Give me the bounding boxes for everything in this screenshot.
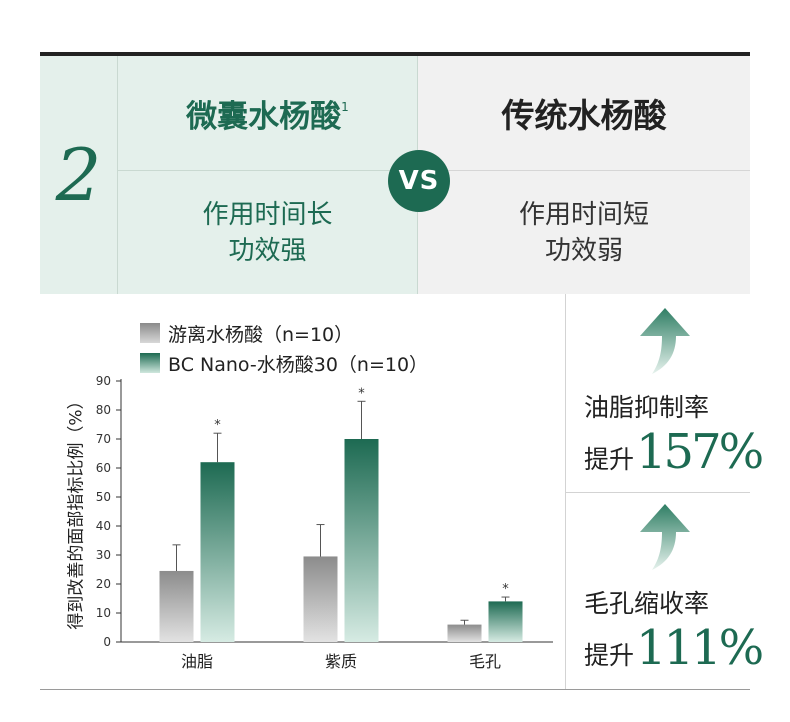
- y-tick-label: 20: [96, 577, 111, 591]
- legend-item-free-salicylic: 游离水杨酸（n=10）: [140, 318, 428, 348]
- significance-marker: *: [502, 582, 509, 597]
- legend-label-bc-nano: BC Nano-水杨酸30（n=10）: [168, 353, 429, 376]
- y-tick-label: 10: [96, 606, 111, 620]
- stats-divider-horizontal: [565, 492, 750, 493]
- y-tick-label: 80: [96, 403, 111, 417]
- pore-shrink-label: 毛孔缩收率: [584, 589, 710, 618]
- top-rule: [40, 52, 750, 56]
- oil-increase-prefix: 提升: [584, 445, 635, 474]
- bar-free-salicylic-1: [303, 556, 338, 642]
- chart-legend: 游离水杨酸（n=10） BC Nano-水杨酸30（n=10）: [140, 318, 428, 378]
- traditional-description: 作用时间短 功效弱: [418, 171, 750, 294]
- comparison-header: 2 微囊水杨酸 1 传统水杨酸 作用时间长 功效强 作用时间短 功效弱 VS: [40, 56, 750, 294]
- y-tick-label: 90: [96, 374, 111, 388]
- x-category-label: 毛孔: [469, 652, 501, 671]
- traditional-desc-line-1: 作用时间短: [518, 199, 649, 230]
- significance-marker: *: [358, 386, 365, 401]
- y-tick-label: 0: [103, 635, 111, 649]
- legend-label-free-salicylic: 游离水杨酸（n=10）: [168, 323, 354, 346]
- bar-bc-nano-2: [488, 601, 523, 642]
- vs-badge: VS: [388, 150, 450, 212]
- oil-suppression-stat: 油脂抑制率 提升 157%: [572, 300, 764, 490]
- pore-increase-value: 111%: [636, 620, 764, 676]
- microcapsule-desc-line-2: 功效强: [228, 235, 307, 266]
- pore-increase-prefix: 提升: [584, 641, 635, 670]
- x-category-label: 油脂: [181, 652, 213, 671]
- microcapsule-description: 作用时间长 功效强: [118, 171, 418, 294]
- y-tick-label: 40: [96, 519, 111, 533]
- x-category-label: 紫质: [325, 652, 357, 671]
- y-tick-label: 50: [96, 490, 111, 504]
- y-tick-label: 70: [96, 432, 111, 446]
- pore-shrink-stat: 毛孔缩收率 提升 111%: [572, 496, 764, 686]
- bar-bc-nano-1: [344, 439, 379, 642]
- y-tick-label: 30: [96, 548, 111, 562]
- traditional-desc-line-2: 功效弱: [544, 235, 623, 266]
- up-arrow-icon: [640, 308, 690, 374]
- section-number: 2: [40, 56, 118, 294]
- bar-free-salicylic-0: [159, 570, 194, 642]
- oil-suppression-increase: 提升 157%: [584, 424, 764, 480]
- bottom-rule: [40, 689, 750, 690]
- microcapsule-salicylic-title: 微囊水杨酸 1: [118, 56, 418, 171]
- bar-chart: 0 10 20 30 40 50 60 70 80 90 * 油脂 * 紫质 * 毛孔: [96, 374, 553, 671]
- up-arrow-icon: [640, 504, 690, 570]
- bar-bc-nano-0: [200, 462, 235, 642]
- legend-swatch-green: [140, 353, 160, 373]
- microcapsule-title-text: 微囊水杨酸: [186, 98, 342, 135]
- traditional-salicylic-title: 传统水杨酸: [418, 56, 750, 171]
- significance-marker: *: [214, 418, 221, 433]
- microcapsule-desc-line-1: 作用时间长: [202, 199, 333, 230]
- oil-increase-value: 157%: [636, 424, 764, 480]
- pore-shrink-increase: 提升 111%: [584, 620, 764, 676]
- legend-item-bc-nano: BC Nano-水杨酸30（n=10）: [140, 348, 428, 378]
- bar-free-salicylic-2: [447, 624, 482, 642]
- footnote-marker: 1: [341, 100, 349, 114]
- oil-suppression-label: 油脂抑制率: [584, 393, 710, 422]
- y-tick-label: 60: [96, 461, 111, 475]
- legend-swatch-grey: [140, 323, 160, 343]
